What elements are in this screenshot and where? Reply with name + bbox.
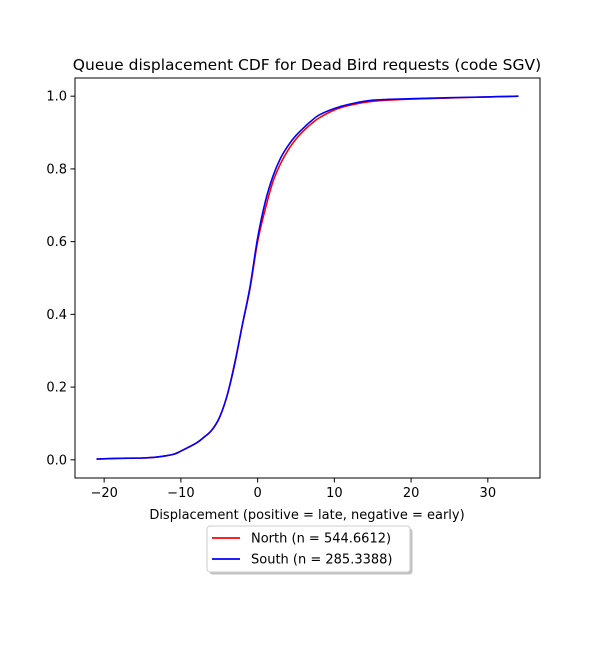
x-tick-label: 30 [480, 486, 497, 501]
axes-frame [74, 77, 541, 479]
y-tick-label: 0.4 [46, 308, 67, 323]
plot-area: −20 −10 0 10 20 30 0.0 0.2 0.4 0.6 0.8 1.0 [46, 77, 541, 501]
x-tick-label: 0 [253, 486, 261, 501]
legend: North (n = 544.6612) South (n = 285.3388) [206, 525, 413, 575]
x-tick-label: 10 [326, 486, 343, 501]
y-tick-label: 0.2 [46, 381, 67, 396]
y-tick-label: 1.0 [46, 90, 67, 105]
legend-label-south: South (n = 285.3388) [251, 553, 392, 568]
legend-box [206, 525, 411, 573]
legend-label-north: North (n = 544.6612) [251, 532, 391, 547]
x-axis-label: Displacement (positive = late, negative … [149, 508, 464, 523]
y-tick-label: 0.8 [46, 162, 67, 177]
x-tick-label: −20 [90, 486, 117, 501]
series-line-south [96, 95, 519, 460]
x-tick-label: 20 [403, 486, 420, 501]
chart-title: Queue displacement CDF for Dead Bird req… [73, 56, 541, 74]
y-tick-label: 0.0 [46, 453, 67, 468]
x-tick-label: −10 [167, 486, 194, 501]
y-tick-label: 0.6 [46, 235, 67, 250]
